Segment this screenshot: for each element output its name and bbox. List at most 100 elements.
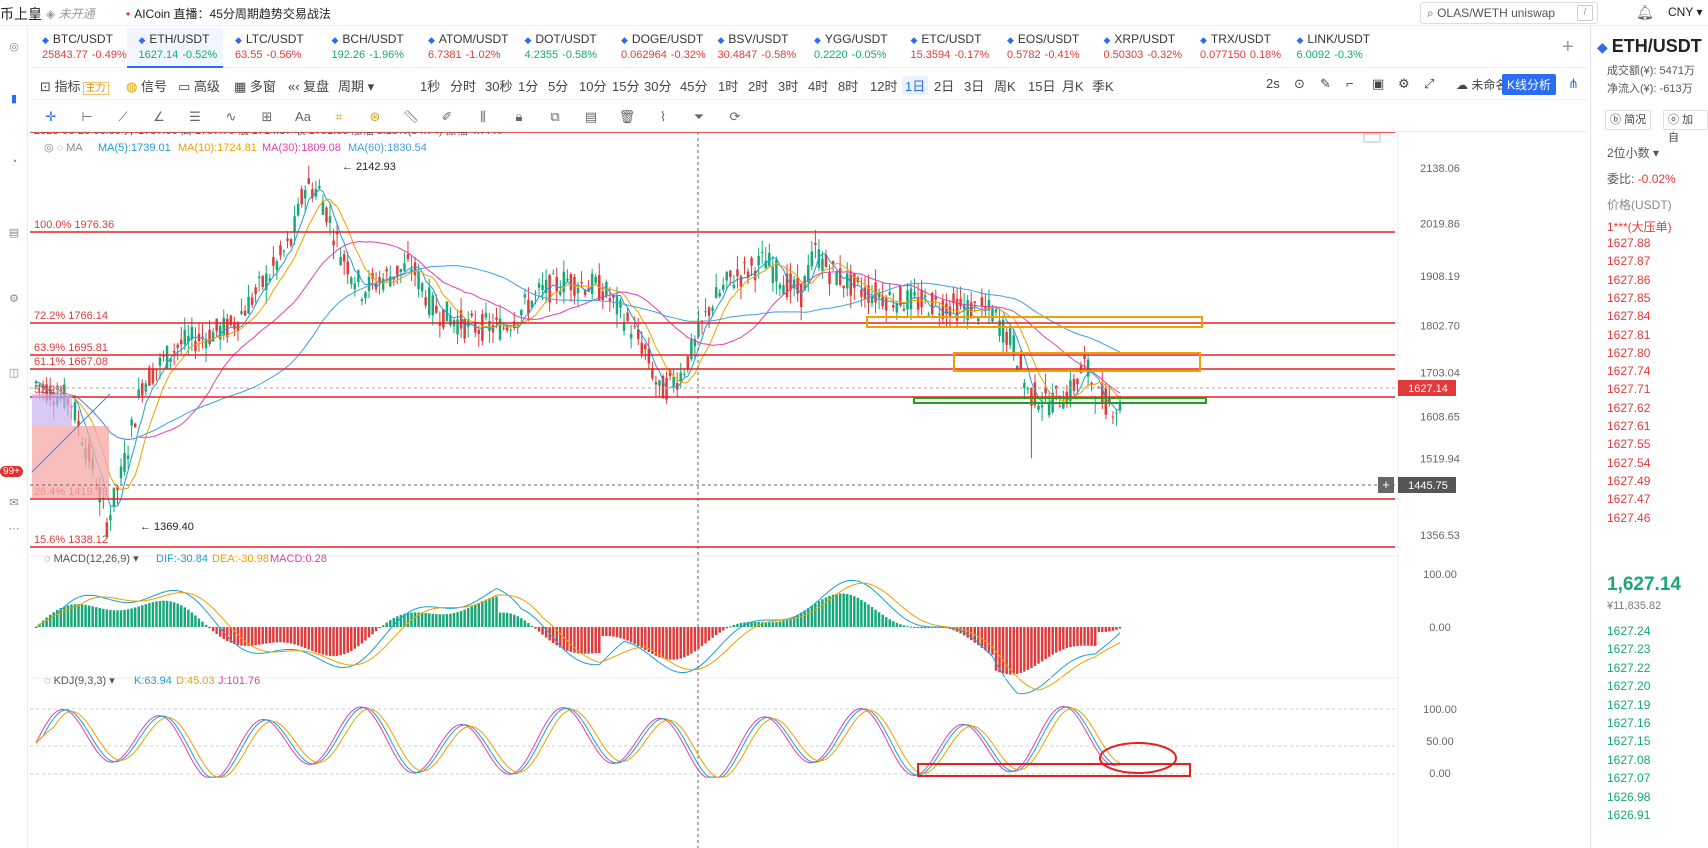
kline-chart[interactable]: 2138.06 2019.86 1908.19 1802.70 1703.04 1608.…	[30, 132, 1588, 848]
sync-icon[interactable]: ⟳	[729, 109, 741, 124]
ask-price[interactable]: 1627.74	[1607, 364, 1651, 379]
bid-price[interactable]: 1626.91	[1607, 808, 1651, 822]
period-option[interactable]: 2日	[934, 79, 955, 94]
ask-price[interactable]: 1627.81	[1607, 327, 1651, 342]
nav-more-icon[interactable]: ⋯	[8, 523, 20, 535]
wave-icon[interactable]: ∿	[225, 109, 237, 124]
period-option[interactable]: 45分	[680, 79, 708, 94]
account-status[interactable]: ◈ 未开通	[46, 5, 95, 22]
multi-window-button[interactable]: ▦ 多窗	[234, 76, 276, 95]
period-option[interactable]: 1分	[518, 79, 539, 94]
search-input[interactable]: ⌕ OLAS/WETH uniswap /	[1420, 2, 1598, 24]
parallel-lines-icon[interactable]: ☰	[189, 109, 201, 124]
bid-price[interactable]: 1626.98	[1607, 789, 1651, 804]
edit-icon[interactable]: ▤	[584, 109, 598, 124]
nav-tools-icon[interactable]: ⚙	[9, 293, 19, 305]
ask-price[interactable]: 1627.84	[1607, 309, 1651, 324]
nav-chat-icon[interactable]: ✉	[9, 497, 19, 509]
period-option[interactable]: 分时	[450, 79, 477, 94]
ticker-etc[interactable]: ◆ ETC/USDT 15.3594 -0.17%	[899, 28, 996, 68]
bid-price[interactable]: 1627.15	[1607, 734, 1651, 749]
ticker-eos[interactable]: ◆ EOS/USDT 0.5782 -0.41%	[995, 28, 1092, 68]
period-option[interactable]: 12时	[870, 79, 898, 94]
decimals-select[interactable]: 2位小数 ▾	[1607, 144, 1659, 161]
ask-price[interactable]: 1627.80	[1607, 345, 1651, 360]
period-option[interactable]: 4时	[808, 79, 829, 94]
ticker-bsv[interactable]: ◆ BSV/USDT 30.4847 -0.58%	[706, 28, 803, 68]
copy-icon[interactable]: ⧉	[550, 109, 560, 124]
chart-corner-handle[interactable]	[1363, 133, 1381, 143]
bell-icon[interactable]: 🔔︎	[1636, 4, 1654, 20]
text-icon[interactable]: Aa	[295, 109, 311, 124]
nav-home-icon[interactable]: ◎	[9, 41, 19, 53]
period-option[interactable]: 2时	[748, 79, 769, 94]
period-option[interactable]: 30秒	[485, 79, 513, 94]
settings-icon[interactable]: ⚙	[1398, 76, 1410, 91]
ticker-bch[interactable]: ◆ BCH/USDT 192.26 -1.96%	[320, 28, 417, 68]
add-tab[interactable]: ⓞ 加自	[1663, 110, 1708, 144]
ticker-eth[interactable]: ◆ ETH/USDT 1627.14 -0.52%	[126, 28, 223, 68]
ticker-ltc[interactable]: ◆ LTC/USDT 63.55 -0.56%	[223, 28, 320, 68]
signal-button[interactable]: ◍ 信号	[126, 76, 167, 95]
ticker-ygg[interactable]: ◆ YGG/USDT 0.2220 -0.05%	[802, 28, 899, 68]
period-option[interactable]: 周K	[994, 79, 1016, 94]
candle-icon[interactable]: ⫼	[480, 109, 486, 124]
trash-icon[interactable]: 🗑︎	[618, 109, 636, 124]
ticker-doge[interactable]: ◆ DOGE/USDT 0.062964 -0.32%	[609, 28, 706, 68]
currency-select[interactable]: CNY ▾	[1668, 5, 1703, 19]
brush-icon[interactable]: ✐	[441, 109, 453, 124]
ask-price[interactable]: 1627.85	[1607, 290, 1651, 305]
nav-trade-icon[interactable]: ◫	[8, 367, 20, 379]
bid-price[interactable]: 1627.20	[1607, 679, 1651, 694]
bid-price[interactable]: 1627.23	[1607, 642, 1651, 657]
ask-price[interactable]: 1627.71	[1607, 382, 1651, 397]
ticker-btc[interactable]: ◆ BTC/USDT 25843.77 -0.49%	[30, 28, 127, 68]
kline-analysis-button[interactable]: K线分析	[1502, 74, 1557, 95]
angle-icon[interactable]: ∠	[153, 109, 165, 124]
period-option[interactable]: 15分	[612, 79, 640, 94]
magnet-icon[interactable]: ⌇	[659, 109, 667, 124]
crosshair-add-button[interactable]	[1378, 477, 1394, 493]
period-option[interactable]: 3日	[964, 79, 985, 94]
period-option[interactable]: 1日	[902, 76, 929, 95]
layout-icon[interactable]: ▣	[1372, 76, 1385, 91]
ask-price[interactable]: 1627.86	[1607, 272, 1651, 287]
period-option[interactable]: 15日	[1028, 79, 1056, 94]
ticker-atom[interactable]: ◆ ATOM/USDT 6.7381 -1.02%	[416, 28, 513, 68]
period-option[interactable]: 5分	[548, 79, 569, 94]
add-ticker-icon[interactable]: +	[1562, 36, 1574, 58]
ask-price[interactable]: 1627.54	[1607, 455, 1651, 470]
ask-price[interactable]: 1627.55	[1607, 437, 1651, 452]
pen-icon[interactable]: ✎	[1320, 76, 1331, 91]
period-option[interactable]: 8时	[838, 79, 859, 94]
horizontal-line-icon[interactable]: ⊢	[81, 109, 93, 124]
trend-line-icon[interactable]: ⟋	[118, 109, 128, 124]
period-option[interactable]: 1时	[718, 79, 739, 94]
fullscreen-icon[interactable]: ⤢	[1424, 76, 1435, 91]
filter-icon[interactable]: ⏷	[693, 109, 705, 124]
advanced-button[interactable]: ▭ 高级	[178, 76, 220, 95]
period-option[interactable]: 30分	[644, 79, 672, 94]
bid-price[interactable]: 1627.07	[1607, 771, 1651, 786]
nav-news-icon[interactable]: ▤	[8, 227, 20, 239]
bid-price[interactable]: 1627.24	[1607, 624, 1651, 638]
ask-price[interactable]: 1627.61	[1607, 419, 1651, 433]
indicator-button[interactable]: ⊡ 指标 主力	[40, 76, 109, 95]
refresh-rate[interactable]: 2s	[1266, 76, 1280, 91]
period-dropdown[interactable]: 周期 ▾	[338, 76, 374, 95]
crosshair-icon[interactable]: ✛	[45, 109, 57, 124]
ask-price[interactable]: 1627.49	[1607, 473, 1651, 488]
ticker-link[interactable]: ◆ LINK/USDT 6.0092 -0.3%	[1285, 28, 1382, 68]
chart-canvas[interactable]: 2138.06 2019.86 1908.19 1802.70 1703.04 1608.…	[30, 132, 1588, 848]
ask-price[interactable]: 1627.46	[1607, 510, 1651, 525]
period-option[interactable]: 3时	[778, 79, 799, 94]
ask-price[interactable]: 1627.47	[1607, 492, 1651, 507]
lock-icon[interactable]: 🔒︎	[515, 109, 523, 124]
share-icon[interactable]: ⋔	[1568, 76, 1579, 91]
ticker-trx[interactable]: ◆ TRX/USDT 0.077150 0.18%	[1188, 28, 1285, 68]
ticker-xrp[interactable]: ◆ XRP/USDT 0.50303 -0.32%	[1092, 28, 1189, 68]
camera-icon[interactable]: ⊙	[1294, 76, 1305, 91]
period-option[interactable]: 月K	[1062, 79, 1084, 94]
period-option[interactable]: 季K	[1092, 79, 1114, 94]
fib-circle-icon[interactable]: ⊛	[369, 109, 381, 124]
